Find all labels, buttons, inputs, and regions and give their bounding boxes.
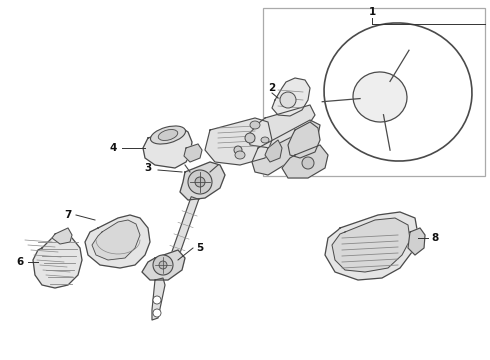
Circle shape <box>280 92 296 108</box>
Ellipse shape <box>261 137 269 143</box>
Text: 4: 4 <box>109 143 117 153</box>
Polygon shape <box>325 212 418 280</box>
Polygon shape <box>272 78 310 116</box>
Text: 5: 5 <box>196 243 204 253</box>
Bar <box>263 8 485 176</box>
Polygon shape <box>142 250 185 280</box>
Ellipse shape <box>353 72 407 122</box>
Circle shape <box>188 170 212 194</box>
Polygon shape <box>164 197 199 276</box>
Text: 8: 8 <box>431 233 439 243</box>
Ellipse shape <box>158 130 178 140</box>
Polygon shape <box>332 218 410 272</box>
Text: 7: 7 <box>64 210 72 220</box>
Circle shape <box>159 261 167 269</box>
Polygon shape <box>180 162 225 200</box>
Text: 3: 3 <box>145 163 151 173</box>
Polygon shape <box>408 228 425 255</box>
Circle shape <box>234 146 242 154</box>
Circle shape <box>302 157 314 169</box>
Polygon shape <box>52 228 72 244</box>
Ellipse shape <box>150 126 186 144</box>
Polygon shape <box>248 105 315 148</box>
Text: 6: 6 <box>16 257 24 267</box>
Text: 1: 1 <box>368 7 376 17</box>
Circle shape <box>245 133 255 143</box>
Polygon shape <box>152 278 165 320</box>
Polygon shape <box>92 220 140 260</box>
Circle shape <box>153 255 173 275</box>
Polygon shape <box>282 145 328 178</box>
Polygon shape <box>85 215 150 268</box>
Polygon shape <box>205 118 272 165</box>
Circle shape <box>195 177 205 187</box>
Polygon shape <box>184 144 202 162</box>
Circle shape <box>153 296 161 304</box>
Ellipse shape <box>250 121 260 129</box>
Polygon shape <box>265 140 282 162</box>
Polygon shape <box>143 128 192 168</box>
Ellipse shape <box>235 151 245 159</box>
Polygon shape <box>33 235 82 288</box>
Ellipse shape <box>324 23 472 161</box>
Circle shape <box>153 309 161 317</box>
Polygon shape <box>252 120 320 175</box>
Polygon shape <box>288 122 320 158</box>
Text: 2: 2 <box>269 83 275 93</box>
